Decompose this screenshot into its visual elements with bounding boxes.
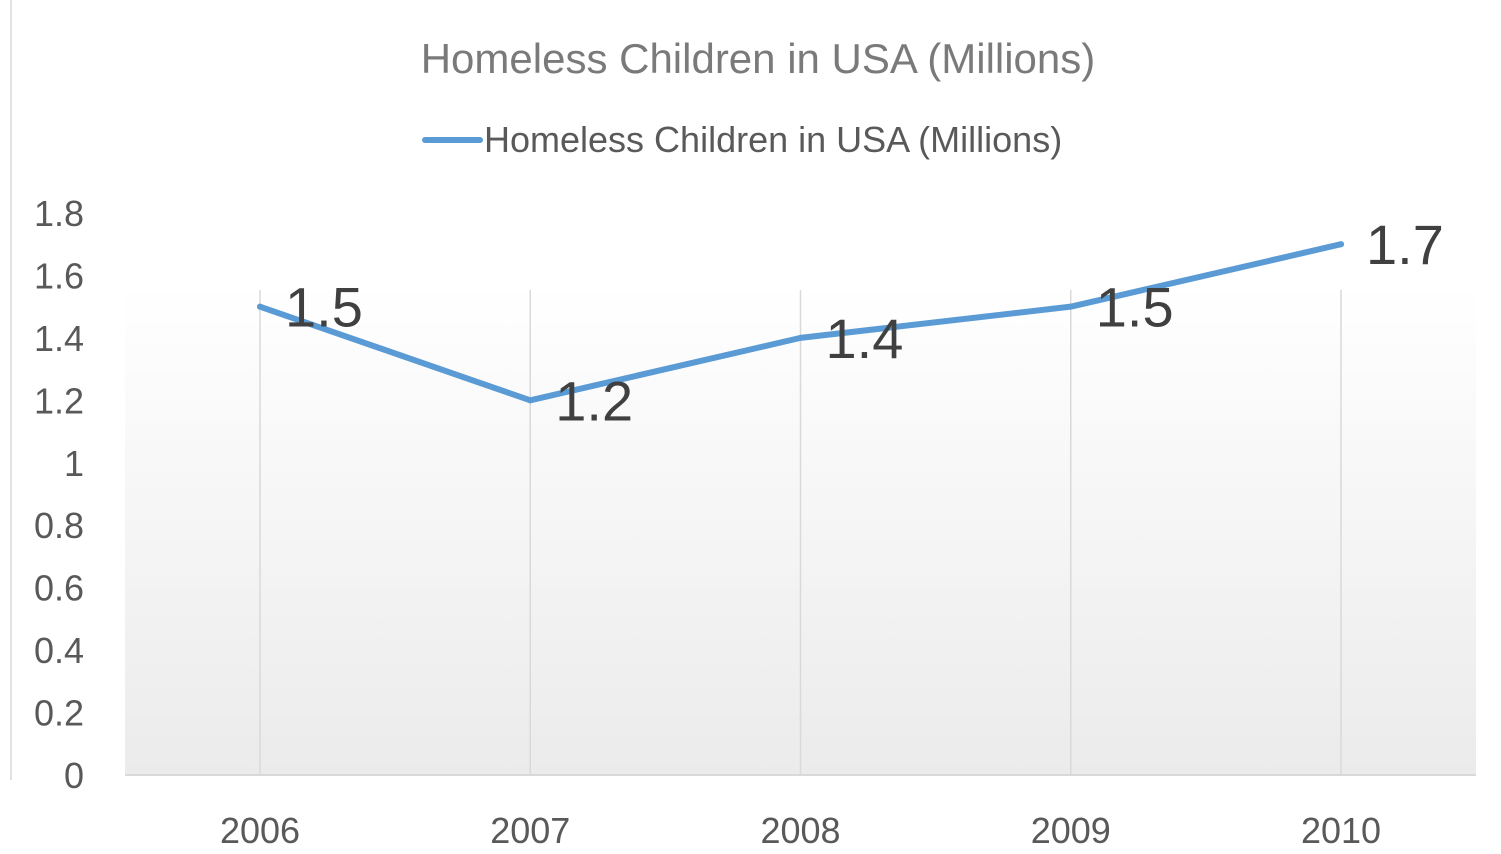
legend-label: Homeless Children in USA (Millions): [484, 119, 1062, 160]
y-tick-label: 1.4: [34, 318, 84, 359]
x-tick-label: 2009: [1031, 810, 1111, 849]
y-tick-label: 1.2: [34, 380, 84, 421]
x-tick-label: 2006: [220, 810, 300, 849]
y-tick-label: 1.6: [34, 255, 84, 296]
gridlines: [259, 290, 1342, 775]
axes: 0 0.2 0.4 0.6 0.8 1 1.2 1.4 1.6 1.8 2006 2007 2008 20…: [34, 193, 1476, 851]
data-point: [1067, 303, 1074, 310]
x-tick-label: 2010: [1301, 810, 1381, 849]
x-tick-label: 2008: [760, 810, 840, 849]
y-tick-label: 0.8: [34, 505, 84, 546]
data-label: 1.4: [826, 307, 904, 370]
data-point: [257, 303, 263, 310]
series-layer: [257, 241, 1344, 404]
y-tick-label: 0.2: [34, 693, 84, 734]
data-label: 1.5: [285, 276, 363, 339]
y-tick-label: 0.4: [34, 630, 84, 671]
data-point: [527, 397, 534, 404]
data-point: [1338, 241, 1344, 248]
y-tick-label: 0: [64, 755, 84, 796]
data-labels: 1.5 1.2 1.4 1.5 1.7: [285, 213, 1444, 432]
data-point: [797, 334, 804, 341]
data-label: 1.5: [1096, 276, 1174, 339]
data-label: 1.7: [1366, 213, 1444, 276]
y-tick-label: 1.8: [34, 193, 84, 234]
legend: Homeless Children in USA (Millions): [422, 119, 1062, 160]
chart-title: Homeless Children in USA (Millions): [421, 35, 1096, 82]
data-label: 1.2: [555, 369, 633, 432]
y-tick-label: 1: [64, 443, 84, 484]
y-tick-label: 0.6: [34, 568, 84, 609]
x-tick-label: 2007: [490, 810, 570, 849]
